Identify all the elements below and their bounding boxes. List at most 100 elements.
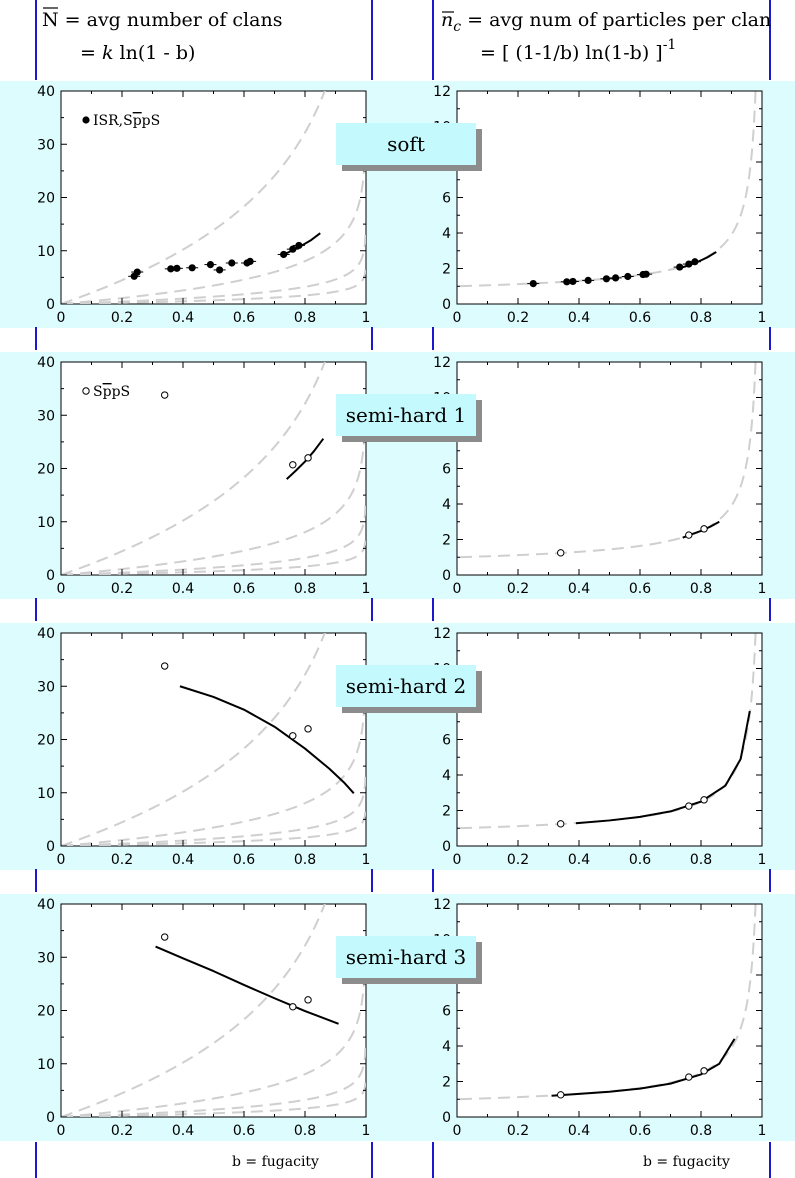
fit-curve: [155, 945, 339, 1025]
ytick-label: 2: [442, 1075, 451, 1091]
xtick-label: 0.4: [172, 852, 194, 868]
xtick-label: 0.4: [172, 310, 194, 326]
reference-curve-1: [460, 633, 757, 830]
ytick-label: 30: [37, 679, 55, 695]
data-point: [529, 279, 537, 288]
ytick-label: 12: [433, 626, 451, 642]
ytick-label: 4: [442, 226, 451, 242]
banner-semi-hard-3: semi-hard 3: [336, 936, 482, 984]
data-point: [624, 272, 632, 281]
xtick-label: 0.2: [111, 581, 133, 597]
xtick-label: 1: [362, 310, 371, 326]
data-point: [173, 264, 181, 272]
data-point: [133, 268, 141, 276]
ytick-label: 0: [442, 839, 451, 855]
reference-curve-1: [61, 362, 326, 575]
ytick-label: 12: [433, 355, 451, 371]
ytick-label: 30: [37, 137, 55, 153]
fit-curve: [286, 438, 325, 480]
ytick-label: 4: [442, 497, 451, 513]
xtick-label: 0.8: [690, 310, 712, 326]
xtick-label: 0: [453, 310, 462, 326]
xtick-label: 1: [362, 1123, 371, 1139]
xtick-label: 0.8: [690, 581, 712, 597]
xtick-label: 0.2: [111, 310, 133, 326]
data-point: [563, 278, 571, 286]
banner-box: [336, 123, 476, 165]
ytick-label: 10: [37, 515, 55, 531]
reference-curve-3: [61, 772, 366, 846]
ytick-label: 6: [442, 733, 451, 749]
ytick-label: 4: [442, 1039, 451, 1055]
reference-curve-2: [61, 662, 366, 846]
header: N = avg number of clans = k ln(1 - b) nc…: [42, 7, 771, 64]
data-point: [557, 1091, 565, 1099]
ytick-label: 40: [37, 897, 55, 913]
data-point: [188, 264, 196, 272]
reference-curve-2: [61, 120, 366, 304]
plot-frame: [60, 632, 367, 847]
xtick-label: 0.8: [294, 310, 316, 326]
panel-soft-right: 00.20.40.60.81024681012: [433, 84, 766, 326]
panel-semi-hard-2-right: 00.20.40.60.81024681012: [433, 626, 766, 868]
data-point: [206, 260, 215, 269]
banner-label: semi-hard 2: [346, 674, 466, 698]
data-point: [295, 241, 303, 250]
xlabel-left: b = fugacity: [232, 1154, 319, 1170]
data-point: [161, 933, 169, 941]
xtick-label: 0: [57, 1123, 66, 1139]
xtick-label: 0.8: [690, 1123, 712, 1139]
xtick-label: 0.2: [111, 852, 133, 868]
plot-frame: [456, 361, 763, 576]
data-point: [685, 260, 693, 268]
ytick-label: 0: [46, 297, 55, 313]
banner-box: [336, 394, 476, 436]
ytick-label: 0: [46, 1110, 55, 1126]
data-point: [289, 461, 297, 469]
data-point: [612, 274, 620, 282]
data-point: [280, 250, 288, 259]
column-dividers: [35, 0, 771, 1178]
ytick-label: 40: [37, 84, 55, 100]
data-point: [569, 277, 577, 286]
xtick-label: 0.2: [507, 852, 529, 868]
xtick-label: 0.4: [568, 1123, 590, 1139]
data-point: [685, 531, 693, 539]
ytick-label: 2: [442, 804, 451, 820]
xtick-label: 0.4: [568, 852, 590, 868]
banner-label: semi-hard 3: [346, 945, 466, 969]
reference-curve-4: [61, 1080, 366, 1117]
xtick-label: 0.6: [233, 852, 255, 868]
legend-label: ISR,SppS: [93, 113, 160, 129]
header-left-line1: N = avg number of clans: [42, 9, 282, 31]
ytick-label: 40: [37, 355, 55, 371]
reference-curve-1: [61, 904, 326, 1117]
reference-curve-2: [61, 933, 366, 1117]
ytick-label: 20: [37, 733, 55, 749]
data-point: [289, 732, 297, 740]
fit-curve: [551, 1038, 736, 1097]
xtick-label: 0.6: [233, 581, 255, 597]
ytick-label: 6: [442, 191, 451, 207]
banner-box: [336, 936, 476, 978]
reference-curve-4: [61, 809, 366, 846]
data-point: [161, 662, 169, 670]
data-point: [304, 454, 312, 462]
xtick-label: 1: [362, 852, 371, 868]
xtick-label: 0.2: [507, 581, 529, 597]
reference-curves: [61, 362, 366, 575]
data-point: [289, 1003, 297, 1011]
data-point: [167, 265, 175, 273]
ytick-label: 10: [37, 244, 55, 260]
data-point: [602, 275, 611, 283]
reference-curve-3: [61, 230, 366, 304]
legend-marker: [82, 387, 90, 395]
ytick-label: 20: [37, 191, 55, 207]
symbol-N-bar: N: [42, 9, 59, 31]
banner-semi-hard-1: semi-hard 1: [336, 394, 482, 442]
ytick-label: 12: [433, 84, 451, 100]
xtick-label: 0.8: [294, 852, 316, 868]
